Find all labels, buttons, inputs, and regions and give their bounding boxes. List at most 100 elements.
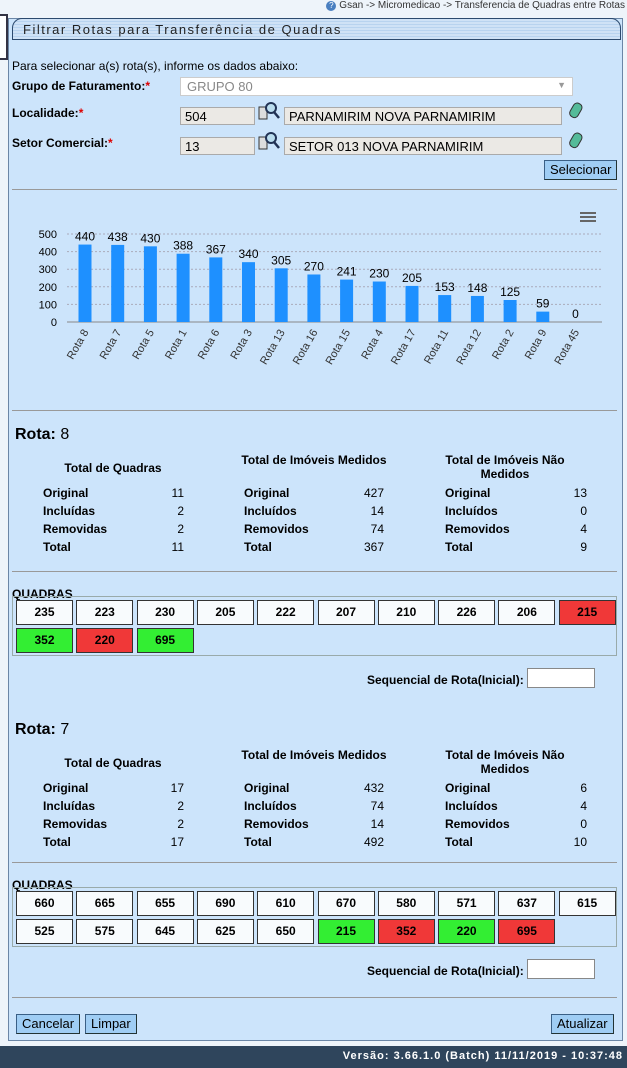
quadra-cell[interactable]: 210 — [377, 600, 435, 625]
stats-label: Removidas — [43, 522, 108, 536]
stats-label: Total — [43, 835, 71, 849]
stats-value: 432 — [363, 781, 384, 795]
quadra-cell[interactable]: 220 — [76, 628, 134, 653]
stats-value: 4 — [580, 799, 587, 813]
selecionar-button[interactable]: Selecionar — [544, 160, 618, 180]
bar[interactable] — [438, 295, 452, 322]
divider — [12, 571, 617, 572]
quadra-cell[interactable]: 352 — [377, 919, 435, 944]
side-tab[interactable] — [0, 14, 8, 60]
grupo-select[interactable]: GRUPO 80 ▼ — [180, 77, 573, 96]
x-tick-label: Rota 3 — [228, 328, 255, 362]
x-tick-label: Rota 16 — [291, 328, 321, 367]
stats-label: Incluídas — [43, 799, 96, 813]
quadra-cell[interactable]: 215 — [558, 600, 616, 625]
stats-value: 0 — [580, 504, 587, 518]
data-label: 59 — [536, 297, 550, 311]
quadra-cell[interactable]: 665 — [76, 891, 134, 916]
quadra-cell[interactable]: 352 — [16, 628, 73, 653]
quadra-cell[interactable]: 571 — [438, 891, 496, 916]
bar[interactable] — [274, 268, 288, 322]
bar[interactable] — [111, 244, 125, 322]
quadra-cell[interactable]: 625 — [196, 919, 254, 944]
quadra-cell[interactable]: 205 — [196, 600, 254, 625]
sequencial-input[interactable] — [527, 959, 595, 979]
quadra-cell[interactable]: 230 — [136, 600, 194, 625]
rota-heading: Rota: 7 — [15, 721, 70, 738]
atualizar-button[interactable]: Atualizar — [551, 1014, 614, 1034]
bar[interactable] — [405, 285, 419, 322]
quadra-cell[interactable]: 670 — [317, 891, 375, 916]
bar[interactable] — [209, 257, 223, 322]
quadra-cell[interactable]: 655 — [136, 891, 194, 916]
search-icon[interactable] — [258, 101, 280, 121]
quadra-cell[interactable]: 650 — [257, 919, 315, 944]
localidade-code-input[interactable]: 504 — [180, 107, 255, 125]
eraser-icon[interactable] — [567, 101, 585, 121]
stats-value: 6 — [580, 781, 587, 795]
bar-chart: 0 100 200 300 400 500 440 Rota 8 438 Rota 7 430 Rot… — [39, 212, 602, 367]
data-label: 440 — [75, 230, 95, 244]
quadra-cell[interactable]: 695 — [498, 919, 556, 944]
bar[interactable] — [340, 279, 354, 322]
sequencial-label: Sequencial de Rota(Inicial): — [367, 673, 524, 687]
quadra-cell[interactable]: 637 — [498, 891, 556, 916]
quadra-cell[interactable]: 525 — [16, 919, 73, 944]
quadras-label: QUADRAS — [12, 587, 73, 601]
bar[interactable] — [503, 300, 517, 322]
limpar-button[interactable]: Limpar — [85, 1014, 137, 1034]
search-icon[interactable] — [258, 131, 280, 151]
quadra-cell[interactable]: 610 — [257, 891, 315, 916]
help-icon[interactable]: ? — [326, 0, 337, 11]
quadra-cell[interactable]: 690 — [196, 891, 254, 916]
quadra-cell[interactable]: 645 — [136, 919, 194, 944]
cancelar-button[interactable]: Cancelar — [16, 1014, 81, 1034]
bar[interactable] — [176, 253, 190, 322]
stats-label: Incluídos — [244, 504, 297, 518]
data-label: 125 — [500, 285, 520, 299]
stats-header: Total de Quadras — [64, 756, 162, 770]
bar[interactable] — [307, 274, 321, 322]
eraser-icon[interactable] — [567, 131, 585, 151]
quadra-cell[interactable]: 235 — [16, 600, 73, 625]
grupo-value: GRUPO 80 — [187, 79, 253, 94]
bar[interactable] — [242, 262, 255, 322]
stats-value: 2 — [177, 799, 184, 813]
stats-value: 11 — [171, 540, 184, 554]
quadra-cell[interactable]: 580 — [377, 891, 435, 916]
bar[interactable] — [536, 311, 550, 322]
setor-code-input[interactable]: 13 — [180, 137, 255, 155]
stats-label: Original — [445, 781, 491, 795]
quadra-cell[interactable]: 226 — [438, 600, 496, 625]
data-label: 241 — [337, 265, 357, 279]
stats-label: Incluídas — [43, 504, 96, 518]
quadra-cell[interactable]: 575 — [76, 919, 134, 944]
quadra-cell[interactable]: 223 — [76, 600, 134, 625]
bar[interactable] — [143, 246, 157, 322]
quadra-cell[interactable]: 660 — [16, 891, 73, 916]
stats-value: 17 — [170, 781, 184, 795]
quadra-cell[interactable]: 222 — [257, 600, 315, 625]
localidade-label: Localidade:* — [12, 106, 84, 120]
sequencial-input[interactable] — [527, 668, 595, 688]
rota-heading: Rota: 8 — [15, 426, 70, 443]
stats-value: 2 — [177, 504, 184, 518]
stats-value: 13 — [573, 486, 587, 500]
quadra-cell[interactable]: 695 — [136, 628, 194, 653]
data-label: 230 — [369, 267, 389, 281]
stats-value: 10 — [573, 835, 587, 849]
quadra-cell[interactable]: 220 — [438, 919, 496, 944]
quadra-cell[interactable]: 206 — [498, 600, 556, 625]
stats-header: Total de Imóveis Não Medidos — [445, 453, 565, 481]
bar[interactable] — [470, 295, 484, 322]
data-label: 0 — [572, 307, 579, 321]
bar[interactable] — [78, 244, 92, 322]
quadra-cell[interactable]: 215 — [317, 919, 375, 944]
data-label: 367 — [206, 242, 226, 256]
stats-label: Removidas — [43, 817, 108, 831]
quadra-cell[interactable]: 207 — [317, 600, 375, 625]
stats-label: Original — [244, 486, 290, 500]
quadra-cell[interactable]: 615 — [558, 891, 616, 916]
x-tick-label: Rota 17 — [389, 328, 419, 367]
bar[interactable] — [372, 281, 386, 322]
